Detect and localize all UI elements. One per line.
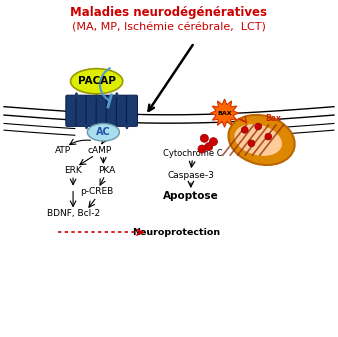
FancyBboxPatch shape [106,95,117,126]
FancyBboxPatch shape [76,95,87,126]
FancyBboxPatch shape [126,95,138,126]
Text: PKA: PKA [98,166,115,175]
Text: Bax: Bax [265,114,281,123]
Ellipse shape [228,115,295,165]
Text: Neuroprotection: Neuroprotection [132,228,220,237]
Circle shape [200,134,209,142]
FancyBboxPatch shape [116,95,127,126]
FancyBboxPatch shape [96,95,107,126]
Text: BAX: BAX [217,111,232,116]
Polygon shape [210,99,239,127]
Text: p-CREB: p-CREB [80,187,113,196]
Text: PACAP: PACAP [78,76,116,86]
Text: Cytochrome C: Cytochrome C [163,149,222,158]
Circle shape [198,145,206,153]
Ellipse shape [235,124,282,156]
FancyBboxPatch shape [66,95,77,126]
Circle shape [205,143,213,151]
Text: ATP: ATP [55,146,71,155]
Ellipse shape [87,124,119,141]
Text: Caspase-3: Caspase-3 [167,171,214,180]
Circle shape [210,137,217,146]
Circle shape [265,133,272,140]
FancyBboxPatch shape [86,95,97,126]
Text: ERK: ERK [64,166,82,175]
Text: AC: AC [96,127,111,137]
Circle shape [255,123,262,130]
Circle shape [248,140,255,147]
Ellipse shape [71,69,123,94]
Text: (MA, MP, Ischémie cérébrale,  LCT): (MA, MP, Ischémie cérébrale, LCT) [72,23,266,32]
Text: Apoptose: Apoptose [163,191,219,201]
Text: Maladies neurodégénératives: Maladies neurodégénératives [71,6,267,19]
Text: BDNF, Bcl-2: BDNF, Bcl-2 [47,209,100,218]
Circle shape [241,127,248,133]
Text: cAMP: cAMP [88,146,112,155]
